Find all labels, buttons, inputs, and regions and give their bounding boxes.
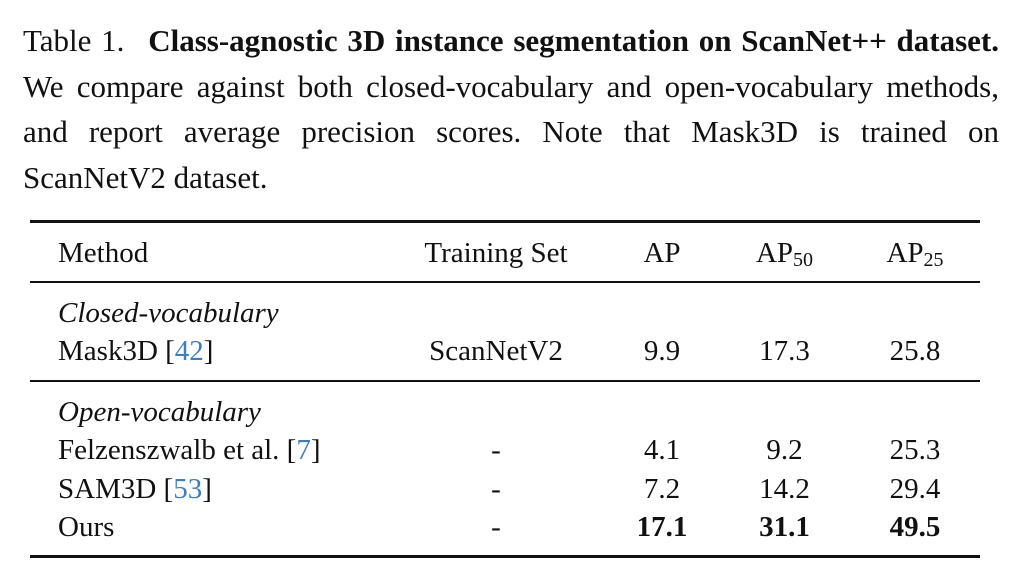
caption-body: We compare against both closed-vocabular… bbox=[23, 68, 999, 195]
header-ap25: AP25 bbox=[886, 237, 944, 271]
row-method: Ours bbox=[58, 511, 115, 543]
row-training-set: - bbox=[491, 473, 501, 505]
row-method: SAM3D [53] bbox=[58, 473, 212, 505]
row-ap25: 25.8 bbox=[889, 335, 941, 367]
header-ap50: AP50 bbox=[755, 237, 814, 271]
row-ap: 7.2 bbox=[643, 473, 681, 505]
row-ap25: 49.5 bbox=[889, 511, 941, 543]
caption-label: Table 1. bbox=[23, 23, 125, 58]
row-ap50: 17.3 bbox=[759, 335, 810, 367]
row-ap: 9.9 bbox=[643, 335, 681, 367]
row-training-set: - bbox=[491, 511, 501, 543]
group-rule bbox=[30, 380, 980, 382]
header-ap: AP bbox=[643, 237, 681, 269]
table-caption: Table 1. Class-agnostic 3D instance segm… bbox=[23, 18, 999, 200]
header-rule bbox=[30, 281, 980, 283]
row-training-set: - bbox=[491, 434, 501, 466]
citation-link[interactable]: 7 bbox=[296, 434, 311, 466]
row-training-set: ScanNetV2 bbox=[429, 335, 563, 367]
row-ap50: 14.2 bbox=[759, 473, 810, 505]
table-bottom-rule bbox=[30, 555, 980, 558]
row-method: Mask3D [42] bbox=[58, 335, 214, 367]
row-ap25: 25.3 bbox=[889, 434, 941, 466]
row-ap25: 29.4 bbox=[889, 473, 941, 505]
header-training-set: Training Set bbox=[424, 237, 568, 269]
row-ap: 4.1 bbox=[643, 434, 681, 466]
group-label-open: Open-vocabulary bbox=[58, 396, 261, 428]
row-method: Felzenszwalb et al. [7] bbox=[58, 434, 321, 466]
header-method: Method bbox=[58, 237, 149, 269]
row-ap50: 31.1 bbox=[759, 511, 810, 543]
caption-title: Class-agnostic 3D instance segmentation … bbox=[148, 23, 999, 58]
row-ap50: 9.2 bbox=[766, 434, 803, 466]
citation-link[interactable]: 42 bbox=[174, 335, 204, 367]
row-ap: 17.1 bbox=[636, 511, 688, 543]
table-top-rule bbox=[30, 220, 980, 223]
group-label-closed: Closed-vocabulary bbox=[58, 297, 279, 329]
citation-link[interactable]: 53 bbox=[173, 473, 203, 505]
